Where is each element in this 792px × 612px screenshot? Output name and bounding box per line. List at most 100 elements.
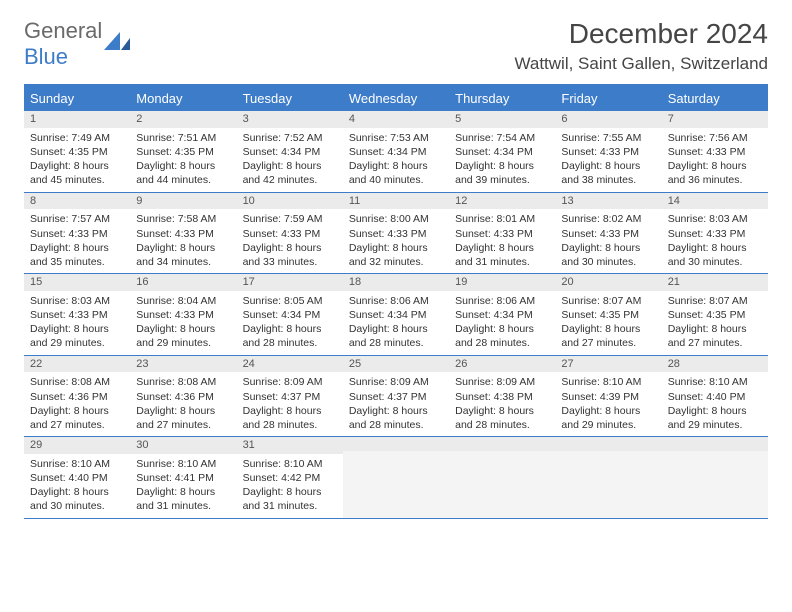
sunset-text: Sunset: 4:35 PM <box>668 308 762 322</box>
day-cell <box>662 437 768 518</box>
day-number: 10 <box>237 193 343 210</box>
daylight-text: Daylight: 8 hours and 35 minutes. <box>30 241 124 269</box>
day-cell: 10 Sunrise: 7:59 AMSunset: 4:33 PMDayligh… <box>237 193 343 274</box>
day-body: Sunrise: 8:09 AMSunset: 4:38 PMDaylight:… <box>449 375 555 432</box>
sunrise-text: Sunrise: 8:06 AM <box>349 294 443 308</box>
day-body: Sunrise: 7:51 AMSunset: 4:35 PMDaylight:… <box>130 131 236 188</box>
sunrise-text: Sunrise: 7:57 AM <box>30 212 124 226</box>
day-cell: 31 Sunrise: 8:10 AMSunset: 4:42 PMDayligh… <box>237 437 343 518</box>
sunset-text: Sunset: 4:35 PM <box>561 308 655 322</box>
title-block: December 2024 Wattwil, Saint Gallen, Swi… <box>514 18 768 74</box>
day-cell: 17Sunrise: 8:05 AMSunset: 4:34 PMDayligh… <box>237 274 343 355</box>
weekday-header: Tuesday <box>237 86 343 111</box>
day-cell: 9Sunrise: 7:58 AMSunset: 4:33 PMDaylight… <box>130 193 236 274</box>
day-body: Sunrise: 7:59 AMSunset: 4:33 PMDaylight:… <box>237 212 343 269</box>
day-cell: 21Sunrise: 8:07 AMSunset: 4:35 PMDayligh… <box>662 274 768 355</box>
day-cell: 18Sunrise: 8:06 AMSunset: 4:34 PMDayligh… <box>343 274 449 355</box>
day-body: Sunrise: 8:03 AMSunset: 4:33 PMDaylight:… <box>662 212 768 269</box>
daylight-text: Daylight: 8 hours and 38 minutes. <box>561 159 655 187</box>
sunrise-text: Sunrise: 8:10 AM <box>561 375 655 389</box>
day-number: 20 <box>555 274 661 291</box>
sunrise-text: Sunrise: 8:03 AM <box>668 212 762 226</box>
weekday-header: Thursday <box>449 86 555 111</box>
day-body: Sunrise: 8:08 AMSunset: 4:36 PMDaylight:… <box>24 375 130 432</box>
daylight-text: Daylight: 8 hours and 28 minutes. <box>455 404 549 432</box>
day-cell: 23Sunrise: 8:08 AMSunset: 4:36 PMDayligh… <box>130 356 236 437</box>
daylight-text: Daylight: 8 hours and 27 minutes. <box>668 322 762 350</box>
day-cell: 27Sunrise: 8:10 AMSunset: 4:39 PMDayligh… <box>555 356 661 437</box>
day-cell: 12Sunrise: 8:01 AMSunset: 4:33 PMDayligh… <box>449 193 555 274</box>
day-number: 5 <box>449 111 555 128</box>
day-cell: 3Sunrise: 7:52 AMSunset: 4:34 PMDaylight… <box>237 111 343 192</box>
day-number: 17 <box>237 274 343 291</box>
sunset-text: Sunset: 4:33 PM <box>455 227 549 241</box>
sunrise-text: Sunrise: 8:02 AM <box>561 212 655 226</box>
week-row: 29Sunrise: 8:10 AMSunset: 4:40 PMDayligh… <box>24 437 768 519</box>
daylight-text: Daylight: 8 hours and 31 minutes. <box>455 241 549 269</box>
day-body: Sunrise: 7:57 AMSunset: 4:33 PMDaylight:… <box>24 212 130 269</box>
logo: General Blue <box>24 18 130 70</box>
logo-sail-icon <box>104 32 130 50</box>
day-number: 3 <box>237 111 343 128</box>
sunset-text: Sunset: 4:33 PM <box>243 227 337 241</box>
sunrise-text: Sunrise: 8:06 AM <box>455 294 549 308</box>
sunset-text: Sunset: 4:33 PM <box>561 227 655 241</box>
sunset-text: Sunset: 4:33 PM <box>561 145 655 159</box>
day-number: 2 <box>130 111 236 128</box>
day-number: 4 <box>343 111 449 128</box>
day-body: Sunrise: 7:56 AMSunset: 4:33 PMDaylight:… <box>662 131 768 188</box>
day-cell: 28Sunrise: 8:10 AMSunset: 4:40 PMDayligh… <box>662 356 768 437</box>
sunrise-text: Sunrise: 7:55 AM <box>561 131 655 145</box>
day-number: 14 <box>662 193 768 210</box>
sunrise-text: Sunrise: 7:51 AM <box>136 131 230 145</box>
sunrise-text: Sunrise: 8:07 AM <box>561 294 655 308</box>
sunset-text: Sunset: 4:39 PM <box>561 390 655 404</box>
day-body: Sunrise: 8:02 AMSunset: 4:33 PMDaylight:… <box>555 212 661 269</box>
day-number: 19 <box>449 274 555 291</box>
weekday-header: Wednesday <box>343 86 449 111</box>
location: Wattwil, Saint Gallen, Switzerland <box>514 54 768 74</box>
daylight-text: Daylight: 8 hours and 27 minutes. <box>561 322 655 350</box>
daylight-text: Daylight: 8 hours and 39 minutes. <box>455 159 549 187</box>
day-body: Sunrise: 8:10 AMSunset: 4:42 PMDaylight:… <box>237 457 343 514</box>
day-number: 22 <box>24 356 130 373</box>
sunset-text: Sunset: 4:33 PM <box>30 308 124 322</box>
day-number: 27 <box>555 356 661 373</box>
day-body: Sunrise: 8:10 AMSunset: 4:40 PMDaylight:… <box>662 375 768 432</box>
weekday-header: Monday <box>130 86 236 111</box>
weekday-header: Sunday <box>24 86 130 111</box>
day-cell: 19 Sunrise: 8:06 AMSunset: 4:34 PMDayligh… <box>449 274 555 355</box>
day-number: 31 <box>237 437 343 454</box>
day-body: Sunrise: 7:49 AMSunset: 4:35 PMDaylight:… <box>24 131 130 188</box>
day-cell: 30Sunrise: 8:10 AMSunset: 4:41 PMDayligh… <box>130 437 236 518</box>
daylight-text: Daylight: 8 hours and 29 minutes. <box>668 404 762 432</box>
day-body: Sunrise: 7:58 AMSunset: 4:33 PMDaylight:… <box>130 212 236 269</box>
sunrise-text: Sunrise: 8:05 AM <box>243 294 337 308</box>
sunrise-text: Sunrise: 7:59 AM <box>243 212 337 226</box>
day-number: 15 <box>24 274 130 291</box>
day-number: 26 <box>449 356 555 373</box>
sunset-text: Sunset: 4:34 PM <box>243 145 337 159</box>
day-cell: 22 Sunrise: 8:08 AMSunset: 4:36 PMDayligh… <box>24 356 130 437</box>
sunset-text: Sunset: 4:34 PM <box>455 308 549 322</box>
logo-text-blue: Blue <box>24 44 68 69</box>
day-cell: 1Sunrise: 7:49 AMSunset: 4:35 PMDaylight… <box>24 111 130 192</box>
sunset-text: Sunset: 4:35 PM <box>30 145 124 159</box>
sunset-text: Sunset: 4:40 PM <box>668 390 762 404</box>
sunset-text: Sunset: 4:37 PM <box>243 390 337 404</box>
day-body: Sunrise: 8:09 AMSunset: 4:37 PMDaylight:… <box>343 375 449 432</box>
weekday-header-row: SundayMondayTuesdayWednesdayThursdayFrid… <box>24 86 768 111</box>
daylight-text: Daylight: 8 hours and 34 minutes. <box>136 241 230 269</box>
sunrise-text: Sunrise: 8:04 AM <box>136 294 230 308</box>
day-body: Sunrise: 8:03 AMSunset: 4:33 PMDaylight:… <box>24 294 130 351</box>
sunrise-text: Sunrise: 8:07 AM <box>668 294 762 308</box>
day-body: Sunrise: 7:53 AMSunset: 4:34 PMDaylight:… <box>343 131 449 188</box>
daylight-text: Daylight: 8 hours and 28 minutes. <box>243 404 337 432</box>
week-row: 15 Sunrise: 8:03 AMSunset: 4:33 PMDayligh… <box>24 274 768 356</box>
daylight-text: Daylight: 8 hours and 29 minutes. <box>30 322 124 350</box>
day-number: 23 <box>130 356 236 373</box>
day-body: Sunrise: 8:06 AMSunset: 4:34 PMDaylight:… <box>449 294 555 351</box>
day-number: 29 <box>24 437 130 454</box>
sunset-text: Sunset: 4:34 PM <box>243 308 337 322</box>
week-row: 1Sunrise: 7:49 AMSunset: 4:35 PMDaylight… <box>24 111 768 193</box>
